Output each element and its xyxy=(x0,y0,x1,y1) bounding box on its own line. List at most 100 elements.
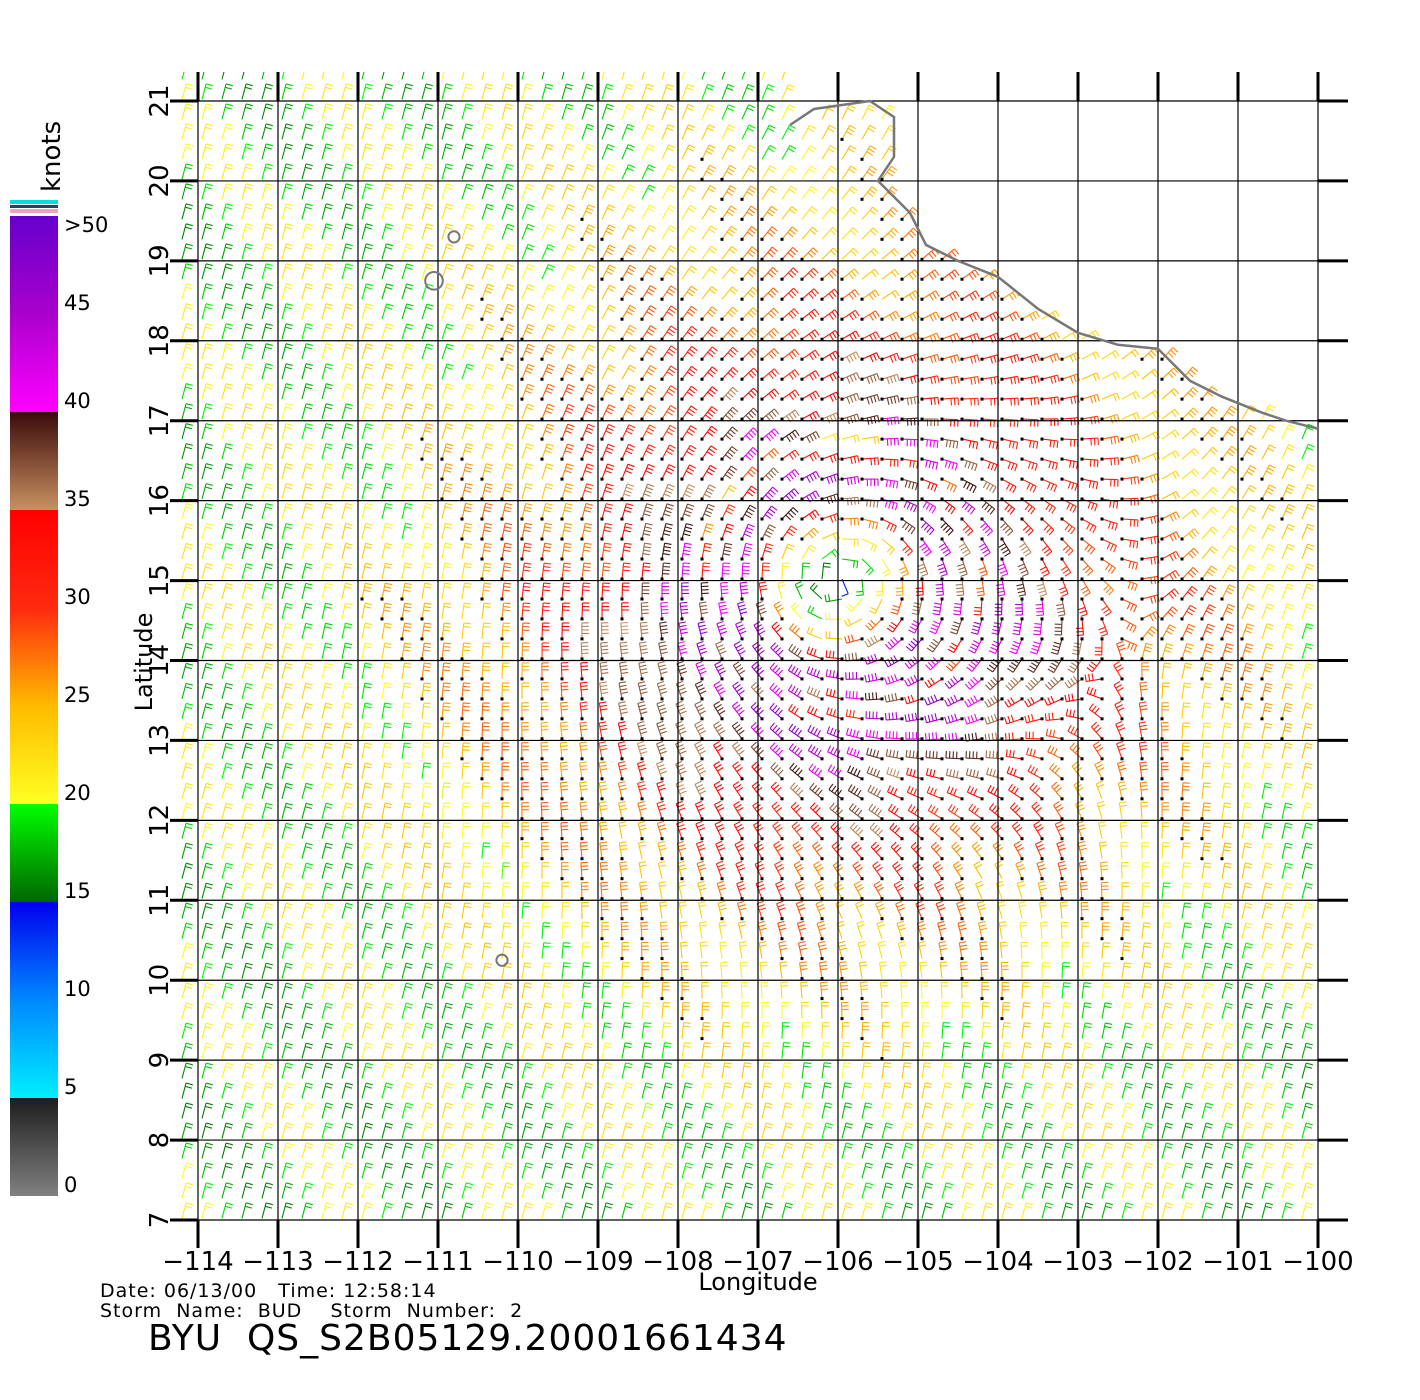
wind-barb xyxy=(222,783,233,799)
wind-barb xyxy=(661,504,674,521)
wind-barb xyxy=(867,766,883,780)
wind-barb xyxy=(1181,624,1195,640)
wind-barb xyxy=(362,1063,373,1078)
wind-barb xyxy=(202,344,213,360)
wind-barb xyxy=(542,1003,552,1019)
wind-barb xyxy=(302,324,313,340)
wind-barb xyxy=(621,444,635,460)
wind-barb xyxy=(302,284,313,300)
wind-barb xyxy=(1262,525,1275,539)
wind-barb xyxy=(961,478,977,493)
wind-barb xyxy=(461,464,473,481)
wind-barb xyxy=(802,146,816,160)
wind-barb xyxy=(1078,842,1087,861)
wind-barb xyxy=(682,1083,692,1099)
wind-barb xyxy=(697,642,707,661)
wind-barb xyxy=(1122,349,1139,359)
wind-barb xyxy=(641,464,655,480)
wind-barb xyxy=(602,1063,613,1079)
wind-barb xyxy=(1302,484,1315,499)
wind-barb xyxy=(282,1023,293,1039)
wind-barb xyxy=(242,843,253,859)
wind-barb xyxy=(502,883,510,899)
wind-barb xyxy=(322,384,333,399)
wind-barb xyxy=(966,768,983,780)
wind-barb xyxy=(502,1203,513,1219)
wind-barb xyxy=(1045,713,1063,721)
wind-barb xyxy=(542,1143,553,1159)
wind-barb xyxy=(222,424,233,440)
wind-barb xyxy=(461,723,471,740)
wind-barb xyxy=(921,478,937,492)
wind-barb xyxy=(202,264,213,279)
wind-barb xyxy=(762,1063,771,1079)
wind-barb xyxy=(562,883,569,899)
wind-barb xyxy=(222,963,233,979)
wind-barb xyxy=(422,1083,433,1099)
wind-barb xyxy=(906,750,923,760)
wind-barb xyxy=(661,484,675,500)
wind-barb xyxy=(242,743,253,759)
wind-barb xyxy=(322,304,333,320)
wind-barb xyxy=(182,264,193,279)
wind-barb xyxy=(1282,1063,1293,1078)
wind-barb xyxy=(742,1123,753,1139)
wind-barb xyxy=(1022,983,1030,999)
wind-barb xyxy=(1202,1163,1213,1178)
wind-barb xyxy=(582,923,589,939)
wind-barb xyxy=(541,444,554,461)
wind-barb xyxy=(810,803,823,821)
wind-barb xyxy=(1122,883,1129,899)
wind-barb xyxy=(542,184,554,199)
wind-barb xyxy=(882,1023,890,1039)
wind-barb xyxy=(502,164,514,179)
wind-barb xyxy=(482,184,494,199)
wind-barb xyxy=(1050,763,1064,780)
wind-barb xyxy=(282,484,293,499)
wind-barb xyxy=(882,539,894,555)
wind-barb xyxy=(1262,823,1272,839)
wind-barb xyxy=(887,767,904,780)
wind-barb xyxy=(965,696,984,707)
wind-barb xyxy=(362,144,373,159)
wind-barb xyxy=(742,1183,753,1199)
wind-barb xyxy=(522,224,534,239)
wind-barb xyxy=(382,1103,393,1119)
wind-barb xyxy=(561,702,569,720)
wind-barb xyxy=(542,225,555,240)
wind-barb xyxy=(541,623,550,641)
wind-barb xyxy=(422,943,433,959)
wind-barb xyxy=(622,1023,631,1039)
wind-barb xyxy=(950,617,963,634)
longitude-tick-label: −113 xyxy=(242,1247,313,1277)
wind-barb xyxy=(802,227,818,239)
wind-barb xyxy=(521,603,531,620)
island xyxy=(425,272,443,290)
wind-barb xyxy=(562,1183,573,1199)
wind-barb xyxy=(482,324,494,339)
wind-barb xyxy=(702,64,714,79)
wind-barb xyxy=(817,921,826,940)
wind-barb xyxy=(1202,783,1211,799)
wind-barb xyxy=(759,942,767,959)
wind-barb xyxy=(810,583,822,599)
wind-barb xyxy=(182,863,193,879)
wind-barb xyxy=(1162,923,1171,939)
wind-barb xyxy=(808,606,822,619)
wind-barb xyxy=(982,1183,993,1199)
wind-barb xyxy=(362,464,373,480)
wind-barb xyxy=(781,349,799,360)
wind-barb xyxy=(562,124,574,139)
wind-barb xyxy=(1082,373,1100,381)
wind-barb xyxy=(502,204,514,219)
wind-barb xyxy=(782,166,796,180)
wind-barb xyxy=(282,264,293,279)
wind-barb xyxy=(619,682,628,701)
wind-barb xyxy=(1082,1143,1093,1159)
wind-barb xyxy=(282,1183,293,1199)
wind-barb xyxy=(682,1063,692,1079)
wind-barb xyxy=(322,703,332,719)
wind-barb xyxy=(861,518,878,530)
wind-barb xyxy=(462,943,472,959)
wind-barb xyxy=(581,365,596,381)
